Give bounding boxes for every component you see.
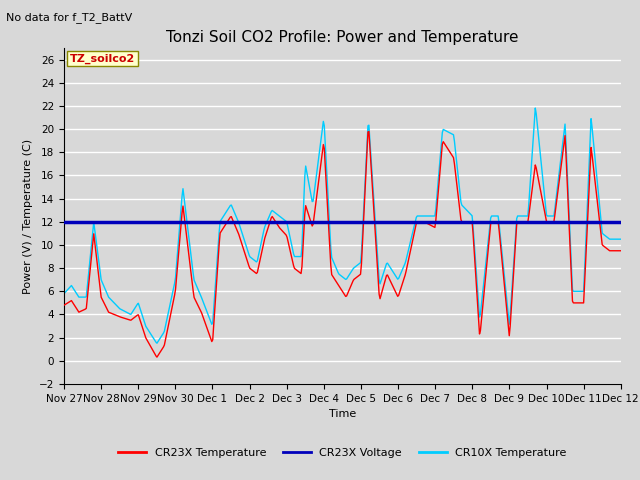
Text: TZ_soilco2: TZ_soilco2 — [70, 53, 135, 64]
Title: Tonzi Soil CO2 Profile: Power and Temperature: Tonzi Soil CO2 Profile: Power and Temper… — [166, 30, 518, 46]
Legend: CR23X Temperature, CR23X Voltage, CR10X Temperature: CR23X Temperature, CR23X Voltage, CR10X … — [113, 444, 572, 462]
X-axis label: Time: Time — [329, 409, 356, 419]
Y-axis label: Power (V) / Temperature (C): Power (V) / Temperature (C) — [23, 138, 33, 294]
Text: No data for f_T2_BattV: No data for f_T2_BattV — [6, 12, 132, 23]
